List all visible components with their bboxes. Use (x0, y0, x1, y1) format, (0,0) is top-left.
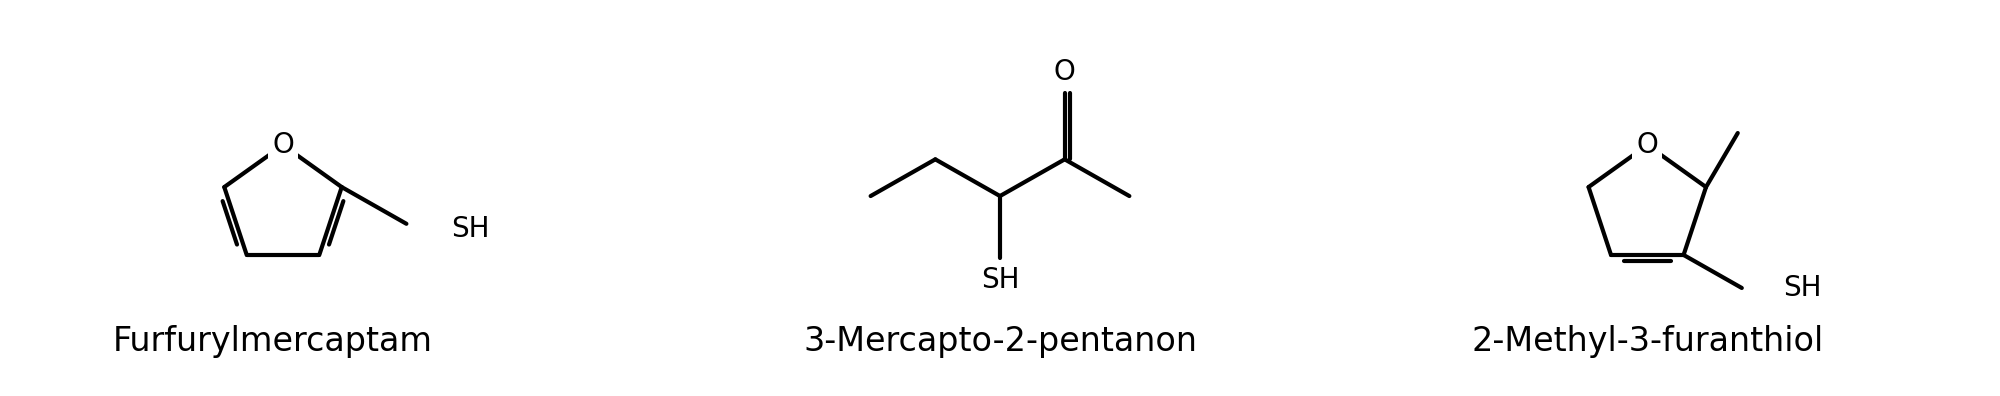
Text: 2-Methyl-3-furanthiol: 2-Methyl-3-furanthiol (1472, 325, 1824, 358)
Text: SH: SH (1784, 274, 1822, 302)
Text: Furfurylmercaptam: Furfurylmercaptam (114, 325, 434, 358)
Text: SH: SH (452, 215, 490, 243)
Text: 3-Mercapto-2-pentanon: 3-Mercapto-2-pentanon (802, 325, 1196, 358)
Text: SH: SH (980, 266, 1020, 294)
Text: O: O (1054, 58, 1076, 86)
Text: O: O (272, 131, 294, 159)
Text: O: O (1636, 131, 1658, 159)
